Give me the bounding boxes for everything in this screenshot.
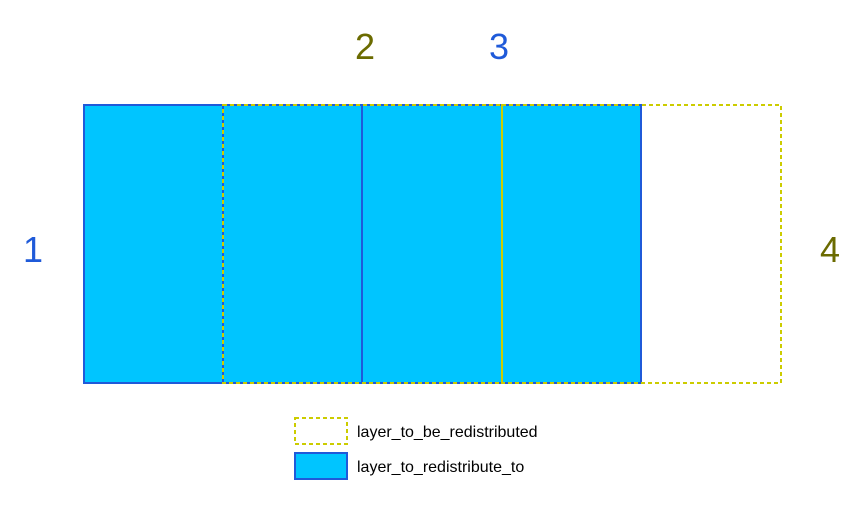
legend-dashed-label: layer_to_be_redistributed: [357, 424, 538, 441]
label-4: 4: [820, 229, 840, 270]
dashed-polygon-4: [501, 104, 782, 384]
filled-polygon-2-area: [222, 104, 363, 384]
dashed-polygon-2: [222, 104, 503, 384]
label-1: 1: [23, 229, 43, 270]
label-3: 3: [489, 26, 509, 67]
legend: layer_to_be_redistributed layer_to_redis…: [294, 417, 538, 480]
legend-filled-swatch: [294, 452, 348, 480]
label-2: 2: [355, 26, 375, 67]
redistribute-to-layer: [83, 104, 642, 384]
legend-filled-label: layer_to_redistribute_to: [357, 459, 524, 476]
to-be-redistributed-layer: [222, 104, 782, 384]
filled-polygon-1: [83, 104, 224, 384]
legend-dashed-swatch: [294, 417, 348, 445]
